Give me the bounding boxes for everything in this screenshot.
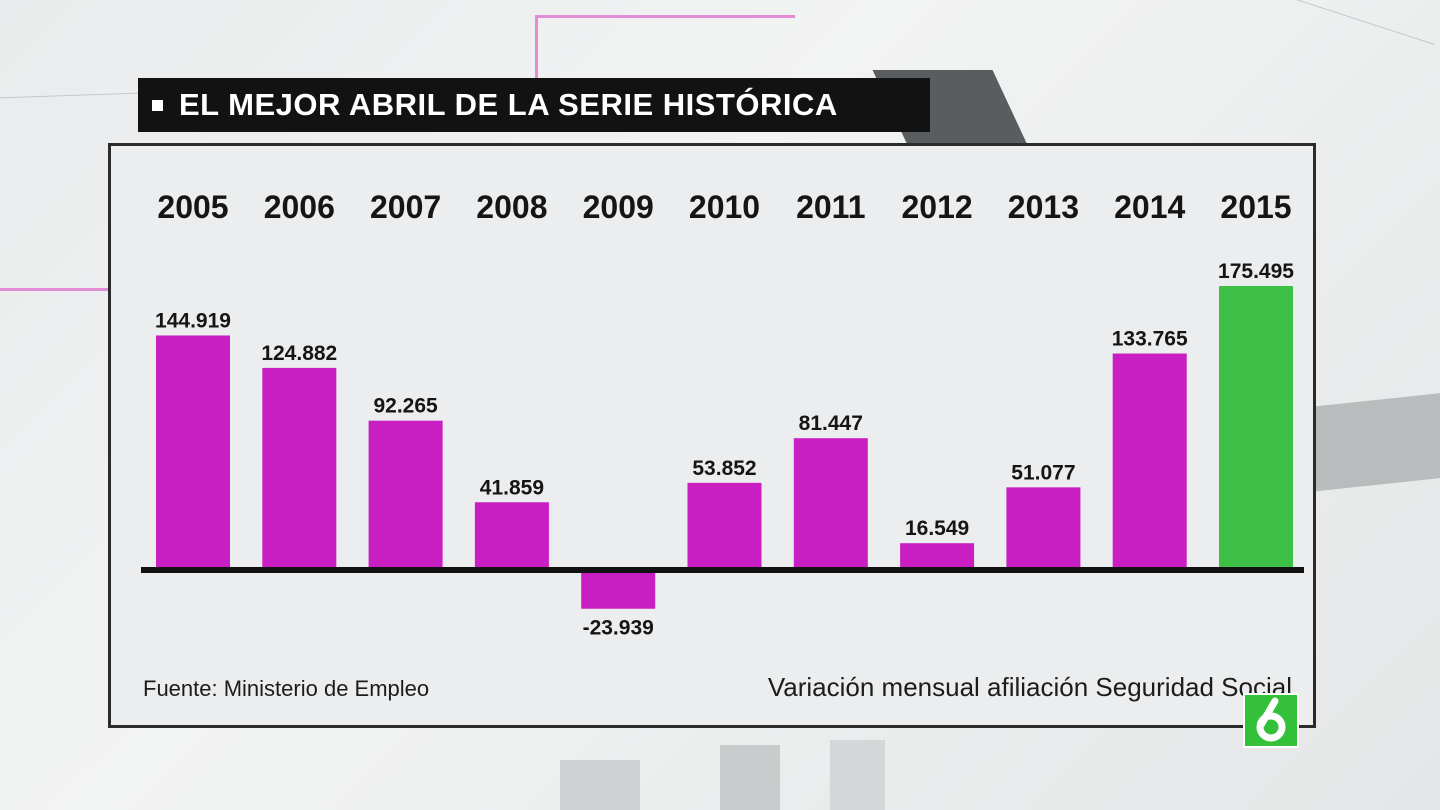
bar-2007: [368, 420, 443, 570]
bar-2009: [581, 570, 656, 609]
bar-2015: [1219, 286, 1293, 570]
bar-chart: 2005 144.919 2006 124.882 2007 92.265 2008 41.8…: [141, 189, 1304, 640]
bar-2014: [1112, 353, 1187, 570]
value-label: 41.859: [480, 476, 544, 499]
value-label: 144.919: [155, 309, 231, 332]
year-label: 2005: [157, 189, 228, 225]
bar-2013: [1006, 487, 1081, 570]
value-label: 175.495: [1218, 260, 1294, 283]
value-label: -23.939: [583, 617, 654, 640]
bar-2008: [474, 502, 549, 570]
bar-2011: [793, 438, 868, 570]
value-label: 92.265: [373, 395, 438, 418]
la-sexta-logo-icon: [1243, 693, 1299, 748]
chart-title-banner: EL MEJOR ABRIL DE LA SERIE HISTÓRICA: [138, 78, 930, 132]
chart-panel: 2005 144.919 2006 124.882 2007 92.265 2008 41.8…: [108, 143, 1316, 728]
value-label: 16.549: [905, 517, 969, 540]
value-label: 133.765: [1112, 328, 1188, 351]
year-label: 2010: [689, 189, 760, 225]
year-label: 2006: [264, 189, 335, 225]
value-label: 53.852: [692, 457, 756, 480]
year-label: 2013: [1008, 189, 1079, 225]
year-label: 2009: [583, 189, 654, 225]
year-label: 2011: [796, 189, 865, 225]
chart-footnote: Variación mensual afiliación Seguridad S…: [767, 672, 1292, 702]
chart-title: EL MEJOR ABRIL DE LA SERIE HISTÓRICA: [179, 87, 838, 122]
year-label: 2015: [1220, 189, 1291, 225]
bar-2010: [687, 482, 762, 570]
year-label: 2008: [476, 189, 547, 225]
value-label: 124.882: [261, 342, 337, 365]
year-label: 2012: [902, 189, 973, 225]
square-bullet-icon: [152, 99, 163, 111]
value-label: 51.077: [1011, 461, 1075, 484]
bar-2012: [900, 543, 975, 570]
year-label: 2007: [370, 189, 441, 225]
year-label: 2014: [1114, 189, 1185, 225]
value-label: 81.447: [799, 412, 863, 435]
bar-2005: [156, 335, 230, 570]
source-caption: Fuente: Ministerio de Empleo: [143, 676, 430, 701]
bar-2006: [262, 367, 337, 570]
zero-axis-line: [141, 567, 1304, 573]
